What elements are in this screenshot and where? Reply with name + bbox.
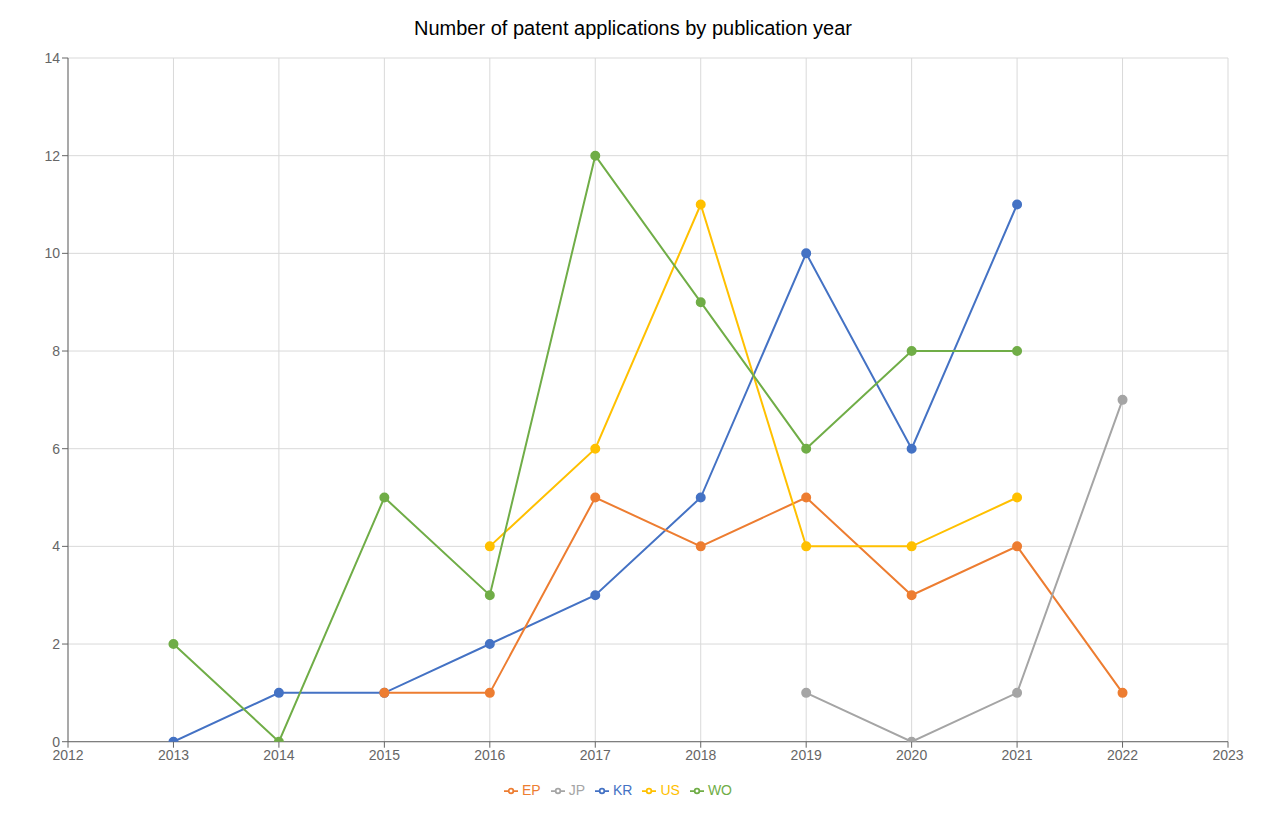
html-text:WO: WO [707, 781, 732, 798]
html-text:Number of patent applications: Number of patent applications by publica… [414, 17, 852, 39]
svg-text:2023: 2023 [1212, 747, 1243, 763]
svg-text:2014: 2014 [263, 747, 294, 763]
svg-text:2019: 2019 [791, 747, 822, 763]
svg-text:2017: 2017 [580, 747, 611, 763]
svg-text:2022: 2022 [1107, 747, 1138, 763]
svg-text:12: 12 [44, 148, 60, 164]
svg-text:2020: 2020 [896, 747, 927, 763]
svg-text:14: 14 [44, 50, 60, 66]
svg-text:2015: 2015 [369, 747, 400, 763]
html-text:JP: JP [568, 781, 585, 798]
svg-text:10: 10 [44, 245, 60, 261]
svg-text:2018: 2018 [685, 747, 716, 763]
svg-text:0: 0 [52, 734, 60, 750]
html-text:US: US [660, 781, 680, 798]
svg-text:2012: 2012 [52, 746, 84, 763]
html-text:KR: KR [613, 781, 633, 798]
svg-text:4: 4 [52, 538, 60, 554]
svg-text:8: 8 [52, 343, 60, 359]
html-text:EP: EP [522, 781, 541, 798]
svg-text:2: 2 [52, 636, 60, 652]
svg-text:2021: 2021 [1002, 747, 1033, 763]
svg-text:6: 6 [52, 441, 60, 457]
svg-text:2016: 2016 [474, 747, 505, 763]
svg-text:2013: 2013 [158, 747, 189, 763]
